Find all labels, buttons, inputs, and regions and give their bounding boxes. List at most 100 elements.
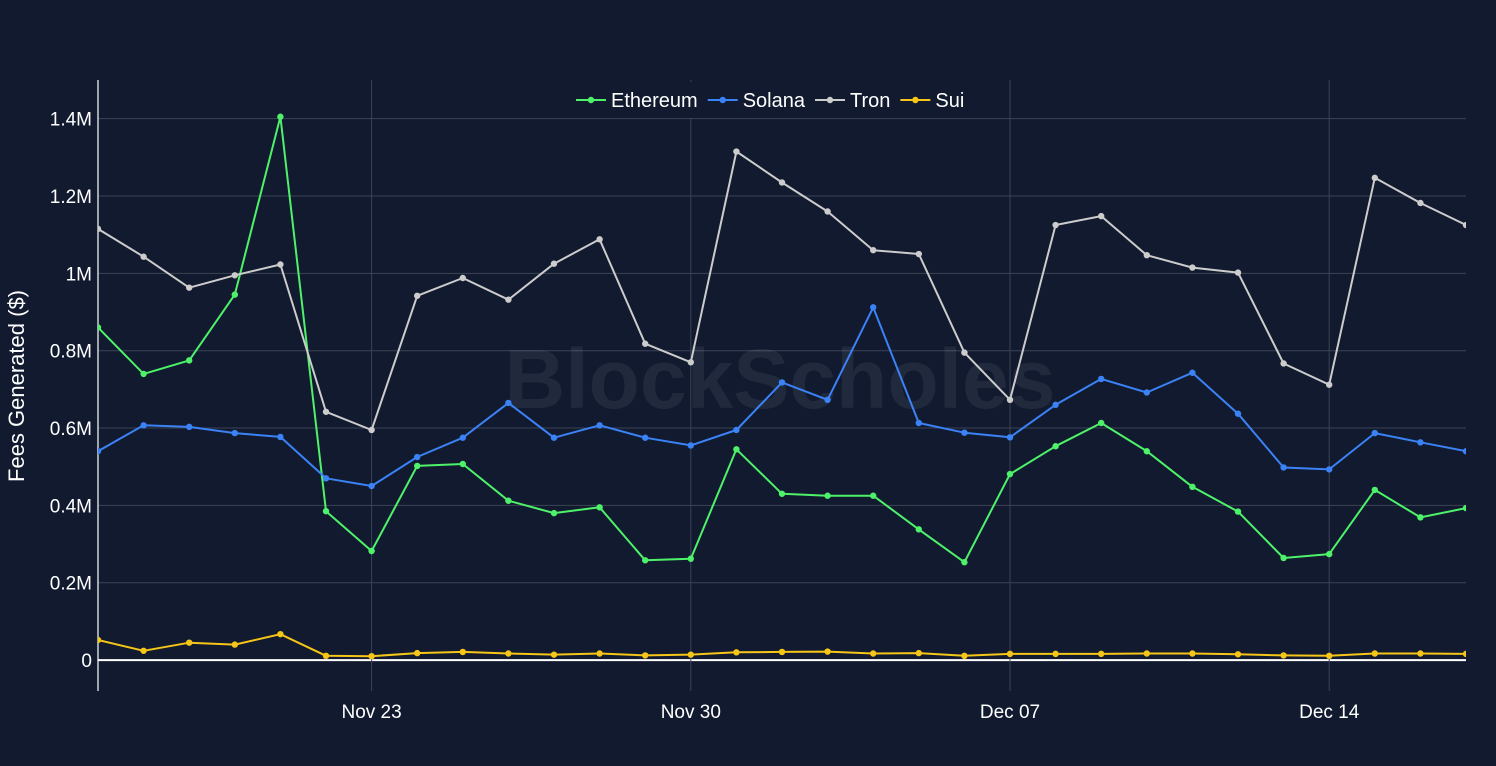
data-point-ethereum[interactable]	[1235, 508, 1241, 514]
data-point-tron[interactable]	[1144, 252, 1150, 258]
data-point-tron[interactable]	[642, 341, 648, 347]
data-point-solana[interactable]	[1098, 376, 1104, 382]
data-point-sui[interactable]	[323, 653, 329, 659]
data-point-sui[interactable]	[1052, 651, 1058, 657]
data-point-sui[interactable]	[1098, 651, 1104, 657]
data-point-tron[interactable]	[1280, 360, 1286, 366]
data-point-tron[interactable]	[733, 148, 739, 154]
data-point-tron[interactable]	[1372, 175, 1378, 181]
data-point-sui[interactable]	[1280, 652, 1286, 658]
data-point-ethereum[interactable]	[1189, 484, 1195, 490]
data-point-solana[interactable]	[414, 454, 420, 460]
data-point-sui[interactable]	[140, 648, 146, 654]
data-point-tron[interactable]	[323, 409, 329, 415]
data-point-solana[interactable]	[688, 442, 694, 448]
data-point-sui[interactable]	[733, 649, 739, 655]
data-point-tron[interactable]	[870, 247, 876, 253]
data-point-solana[interactable]	[140, 422, 146, 428]
data-point-sui[interactable]	[1144, 650, 1150, 656]
data-point-solana[interactable]	[368, 483, 374, 489]
data-point-ethereum[interactable]	[1417, 514, 1423, 520]
data-point-ethereum[interactable]	[414, 463, 420, 469]
data-point-ethereum[interactable]	[916, 526, 922, 532]
data-point-sui[interactable]	[551, 651, 557, 657]
data-point-tron[interactable]	[1189, 264, 1195, 270]
data-point-sui[interactable]	[916, 650, 922, 656]
data-point-ethereum[interactable]	[1098, 420, 1104, 426]
data-point-tron[interactable]	[232, 272, 238, 278]
data-point-sui[interactable]	[642, 652, 648, 658]
data-point-tron[interactable]	[1235, 269, 1241, 275]
data-point-ethereum[interactable]	[95, 324, 101, 330]
data-point-solana[interactable]	[596, 422, 602, 428]
data-point-ethereum[interactable]	[277, 114, 283, 120]
data-point-solana[interactable]	[95, 448, 101, 454]
data-point-solana[interactable]	[1326, 466, 1332, 472]
data-point-solana[interactable]	[642, 435, 648, 441]
data-point-solana[interactable]	[1052, 402, 1058, 408]
data-point-ethereum[interactable]	[232, 291, 238, 297]
data-point-ethereum[interactable]	[1007, 471, 1013, 477]
data-point-sui[interactable]	[1007, 651, 1013, 657]
data-point-sui[interactable]	[186, 639, 192, 645]
data-point-solana[interactable]	[870, 304, 876, 310]
data-point-tron[interactable]	[1098, 213, 1104, 219]
data-point-ethereum[interactable]	[779, 491, 785, 497]
data-point-sui[interactable]	[414, 650, 420, 656]
data-point-ethereum[interactable]	[323, 508, 329, 514]
data-point-sui[interactable]	[95, 637, 101, 643]
data-point-solana[interactable]	[1280, 464, 1286, 470]
data-point-sui[interactable]	[1189, 650, 1195, 656]
data-point-ethereum[interactable]	[505, 498, 511, 504]
data-point-ethereum[interactable]	[961, 559, 967, 565]
data-point-ethereum[interactable]	[870, 493, 876, 499]
data-point-solana[interactable]	[323, 475, 329, 481]
data-point-ethereum[interactable]	[733, 446, 739, 452]
data-point-tron[interactable]	[460, 275, 466, 281]
legend[interactable]: Ethereum Solana Tron Sui	[572, 82, 994, 118]
data-point-tron[interactable]	[596, 236, 602, 242]
data-point-sui[interactable]	[232, 641, 238, 647]
data-point-solana[interactable]	[505, 400, 511, 406]
data-point-sui[interactable]	[368, 653, 374, 659]
data-point-ethereum[interactable]	[642, 557, 648, 563]
data-point-solana[interactable]	[779, 379, 785, 385]
data-point-tron[interactable]	[186, 284, 192, 290]
data-point-sui[interactable]	[460, 649, 466, 655]
data-point-sui[interactable]	[1326, 653, 1332, 659]
data-point-tron[interactable]	[277, 261, 283, 267]
data-point-sui[interactable]	[870, 650, 876, 656]
data-point-tron[interactable]	[1052, 222, 1058, 228]
data-point-sui[interactable]	[1463, 651, 1469, 657]
data-point-solana[interactable]	[1463, 448, 1469, 454]
data-point-solana[interactable]	[1417, 439, 1423, 445]
data-point-ethereum[interactable]	[186, 357, 192, 363]
data-point-solana[interactable]	[551, 435, 557, 441]
data-point-ethereum[interactable]	[1463, 505, 1469, 511]
data-point-ethereum[interactable]	[460, 461, 466, 467]
data-point-solana[interactable]	[961, 429, 967, 435]
data-point-solana[interactable]	[460, 435, 466, 441]
data-point-ethereum[interactable]	[1280, 555, 1286, 561]
data-point-ethereum[interactable]	[596, 504, 602, 510]
data-point-tron[interactable]	[824, 208, 830, 214]
data-point-sui[interactable]	[779, 649, 785, 655]
data-point-ethereum[interactable]	[1326, 551, 1332, 557]
data-point-tron[interactable]	[505, 296, 511, 302]
data-point-solana[interactable]	[1372, 430, 1378, 436]
data-point-sui[interactable]	[505, 650, 511, 656]
data-point-solana[interactable]	[186, 424, 192, 430]
data-point-solana[interactable]	[1007, 434, 1013, 440]
data-point-solana[interactable]	[1189, 370, 1195, 376]
data-point-tron[interactable]	[551, 260, 557, 266]
data-point-solana[interactable]	[1235, 411, 1241, 417]
data-point-solana[interactable]	[277, 434, 283, 440]
data-point-solana[interactable]	[733, 427, 739, 433]
data-point-tron[interactable]	[688, 359, 694, 365]
data-point-sui[interactable]	[961, 653, 967, 659]
data-point-sui[interactable]	[596, 650, 602, 656]
data-point-solana[interactable]	[916, 420, 922, 426]
data-point-sui[interactable]	[277, 631, 283, 637]
data-point-tron[interactable]	[140, 254, 146, 260]
data-point-solana[interactable]	[1144, 389, 1150, 395]
